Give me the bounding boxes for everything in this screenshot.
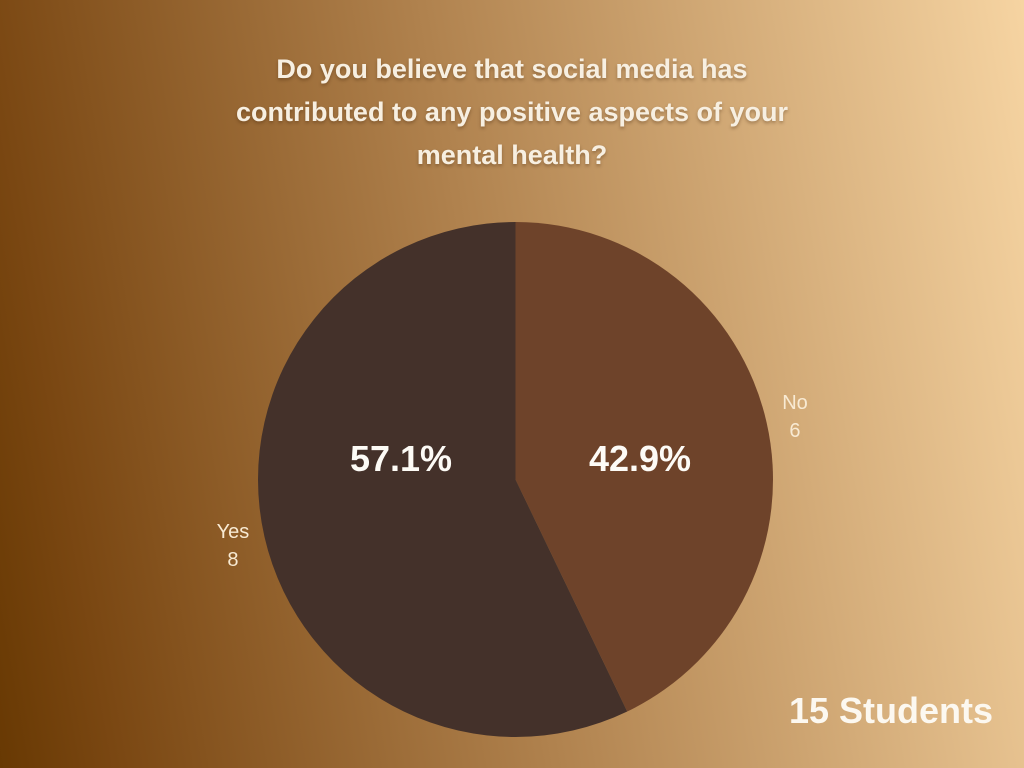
chart-title-line-1: Do you believe that social media has [276,54,748,84]
pie-slice-no [515,222,774,712]
percent-label-yes: 57.1% [349,438,453,479]
pie-slice-yes [258,222,628,737]
chart-title-line-3: mental health? [416,140,608,170]
slice-label-no: No 6 [782,389,808,445]
slice-name-no: No [782,392,808,414]
chart-title: Do you believe that social media has con… [0,48,1024,177]
slice-label-yes: Yes 8 [217,518,250,574]
slice-value-no: 6 [789,420,801,442]
slice-value-yes: 8 [227,549,239,571]
percent-label-no: 42.9% [588,438,692,479]
total-students-label: 15 Students [788,690,993,731]
slice-name-yes: Yes [216,521,250,543]
chart-title-line-2: contributed to any positive aspects of y… [235,97,789,127]
